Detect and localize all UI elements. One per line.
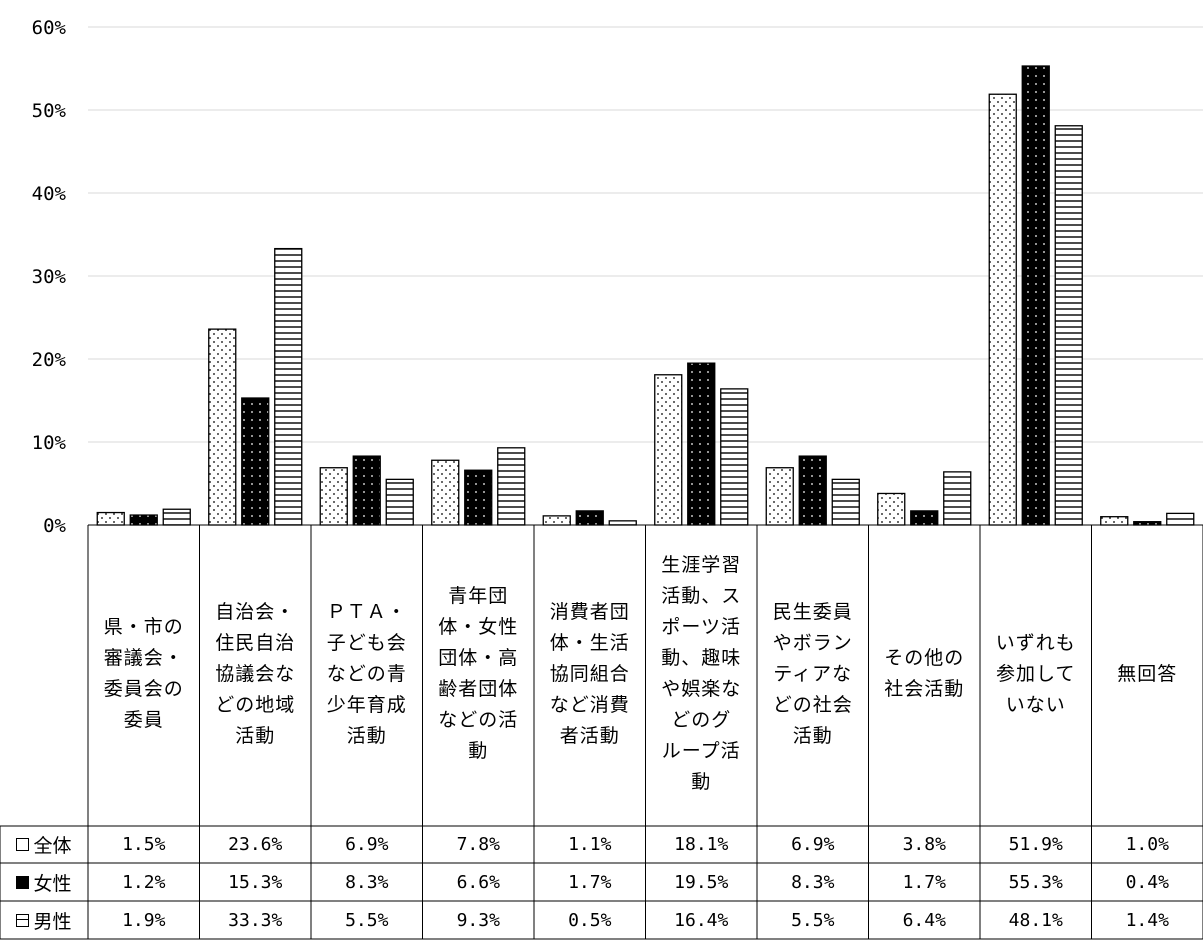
bar-dots <box>654 374 683 526</box>
bar-hlines <box>1166 512 1195 526</box>
table-cell: 51.9% <box>1008 834 1063 855</box>
y-tick-label: 60% <box>32 17 67 39</box>
category-label: その他の 社会活動 <box>884 647 965 700</box>
legend-swatch <box>16 913 30 927</box>
table-cell: 6.6% <box>456 871 500 893</box>
y-tick-label: 10% <box>32 432 67 454</box>
category-label: 生涯学習 活動、ス ポーツ活 動、趣味 や娯楽な どのグ ループ活動 <box>661 554 742 793</box>
table-cell: 1.7% <box>568 871 612 893</box>
table-cell: 1.1% <box>568 834 612 855</box>
bar-hlines <box>608 520 637 526</box>
legend-label: 女性 <box>33 872 72 895</box>
bar-solid <box>1133 521 1162 526</box>
data-table-lines <box>0 525 1203 940</box>
table-cell: 1.4% <box>1125 909 1169 931</box>
table-cell: 0.4% <box>1125 871 1169 893</box>
y-tick-label: 40% <box>32 183 67 205</box>
bar-hlines <box>497 447 526 526</box>
bar-dots <box>765 467 794 526</box>
table-cell: 1.0% <box>1125 834 1169 855</box>
table-cell: 33.3% <box>228 909 283 931</box>
bar-solid <box>241 397 270 526</box>
table-cell: 23.6% <box>228 834 283 855</box>
table-cell: 9.3% <box>456 909 500 931</box>
bar-dots <box>208 328 237 526</box>
table-cell: 8.3% <box>345 871 389 893</box>
bar-dots <box>319 467 348 526</box>
gridlines <box>88 26 1203 526</box>
table-cell: 0.5% <box>568 909 612 931</box>
bar-hlines <box>1054 125 1083 526</box>
bar-dots <box>877 492 906 526</box>
bar-hlines <box>831 478 860 526</box>
table-cell: 48.1% <box>1008 909 1063 931</box>
table-cell: 1.5% <box>122 834 166 855</box>
bar-dots <box>542 515 571 526</box>
y-axis-ticks: 0% 10% 20% 30% 40% 50% 60% <box>32 17 67 537</box>
bar-solid <box>129 514 158 526</box>
table-cell: 8.3% <box>791 871 835 893</box>
table-cell: 7.8% <box>456 834 500 855</box>
category-label: 消費者団 体・生活 協同組合 など消費 者活動 <box>549 600 630 747</box>
category-label: ＰＴＡ・ 子ども会 などの青 少年育成 活動 <box>326 600 407 747</box>
bar-hlines <box>385 478 414 526</box>
category-label: 民生委員 やボラン ティアな どの社会 活動 <box>772 600 853 747</box>
bar-dots <box>1100 516 1129 526</box>
table-cell: 6.4% <box>902 909 946 931</box>
legend-swatch <box>16 838 30 851</box>
legend-label: 男性 <box>33 910 72 933</box>
legend-entry: 男性 <box>0 901 88 939</box>
category-label: 青年団 体・女性 団体・高 齢者団体 などの活動 <box>438 585 519 762</box>
bar-solid <box>575 510 604 526</box>
legend-entry: 女性 <box>0 863 88 901</box>
table-cell: 6.9% <box>345 834 389 855</box>
bar-solid <box>798 455 827 526</box>
bars <box>96 65 1195 526</box>
table-cell: 18.1% <box>674 834 729 855</box>
table-cell: 1.9% <box>122 909 166 931</box>
legend-entry: 全体 <box>0 826 88 863</box>
legend-swatch <box>16 875 30 889</box>
legend-label: 全体 <box>33 835 72 857</box>
table-cell: 55.3% <box>1008 871 1063 893</box>
table-cell: 6.9% <box>791 834 835 855</box>
bar-solid <box>687 362 716 526</box>
table-cell: 5.5% <box>345 909 389 931</box>
table-cell: 3.8% <box>902 834 946 855</box>
bar-hlines <box>720 388 749 526</box>
bar-hlines <box>943 471 972 526</box>
table-cell: 1.7% <box>902 871 946 893</box>
table-cell: 16.4% <box>674 909 729 931</box>
table-cell: 1.2% <box>122 871 166 893</box>
bar-solid <box>910 510 939 526</box>
y-tick-label: 30% <box>32 266 67 288</box>
bar-solid <box>352 455 381 526</box>
category-label: 県・市の 審議会・ 委員会の 委員 <box>103 616 184 731</box>
category-label: いずれも 参加して いない <box>995 631 1076 716</box>
bar-dots <box>988 93 1017 526</box>
bar-solid <box>464 469 493 526</box>
category-label: 無回答 <box>1117 662 1178 685</box>
table-cell: 5.5% <box>791 909 835 931</box>
table-cell: 19.5% <box>674 871 729 893</box>
y-tick-label: 20% <box>32 349 67 371</box>
y-tick-label: 50% <box>32 100 67 122</box>
bar-hlines <box>162 508 191 526</box>
bar-dots <box>96 511 125 526</box>
bar-hlines <box>274 247 303 526</box>
bar-solid <box>1021 65 1050 526</box>
table-cell: 15.3% <box>228 871 283 893</box>
y-tick-label: 0% <box>43 515 66 537</box>
category-label: 自治会・ 住民自治 協議会な どの地域 活動 <box>215 600 296 747</box>
bar-dots <box>431 459 460 526</box>
